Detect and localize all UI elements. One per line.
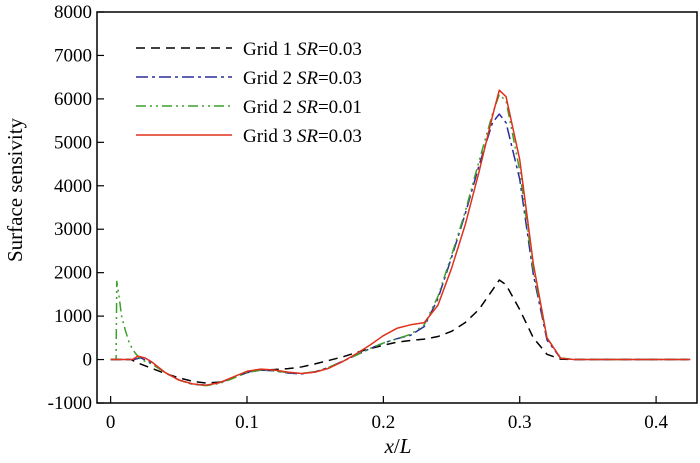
y-tick-label: -1000 [48, 393, 92, 414]
y-tick-label: 5000 [54, 132, 92, 153]
y-tick-label: 3000 [54, 219, 92, 240]
legend-label-3: Grid 2 SR=0.01 [243, 97, 362, 118]
series-line-2 [110, 113, 691, 386]
x-axis-title: x/L [384, 434, 412, 458]
series-line-1 [110, 279, 691, 384]
y-tick-label: 4000 [54, 176, 92, 197]
x-tick-label: 0 [106, 412, 116, 433]
x-tick-label: 0.2 [371, 412, 395, 433]
y-tick-label: 6000 [54, 89, 92, 110]
x-tick-label: 0.4 [644, 412, 668, 433]
legend-label-1: Grid 1 SR=0.03 [243, 39, 362, 60]
legend: Grid 1 SR=0.03 Grid 2 SR=0.03 Grid 2 SR=0.… [136, 39, 362, 147]
y-tick-label: 2000 [54, 263, 92, 284]
y-tick-label: 7000 [54, 45, 92, 66]
plot-border [96, 11, 698, 404]
y-tick-label: 1000 [54, 306, 92, 327]
series-layer [110, 89, 691, 387]
plot-frame [96, 11, 698, 404]
legend-label-4: Grid 3 SR=0.03 [243, 126, 362, 147]
series-line-4 [110, 89, 691, 386]
x-tick-label: 0.3 [508, 412, 532, 433]
axis-ticks: -1000 0 1000 2000 3000 4000 5000 6000 7000 8000 0 0… [48, 2, 669, 433]
y-tick-label: 8000 [54, 2, 92, 23]
x-tick-label: 0.1 [235, 412, 259, 433]
y-tick-label: 0 [83, 350, 93, 371]
y-axis-title: Surface sensivity [3, 117, 27, 262]
legend-label-2: Grid 2 SR=0.03 [243, 68, 362, 89]
series-line-3 [110, 93, 691, 387]
